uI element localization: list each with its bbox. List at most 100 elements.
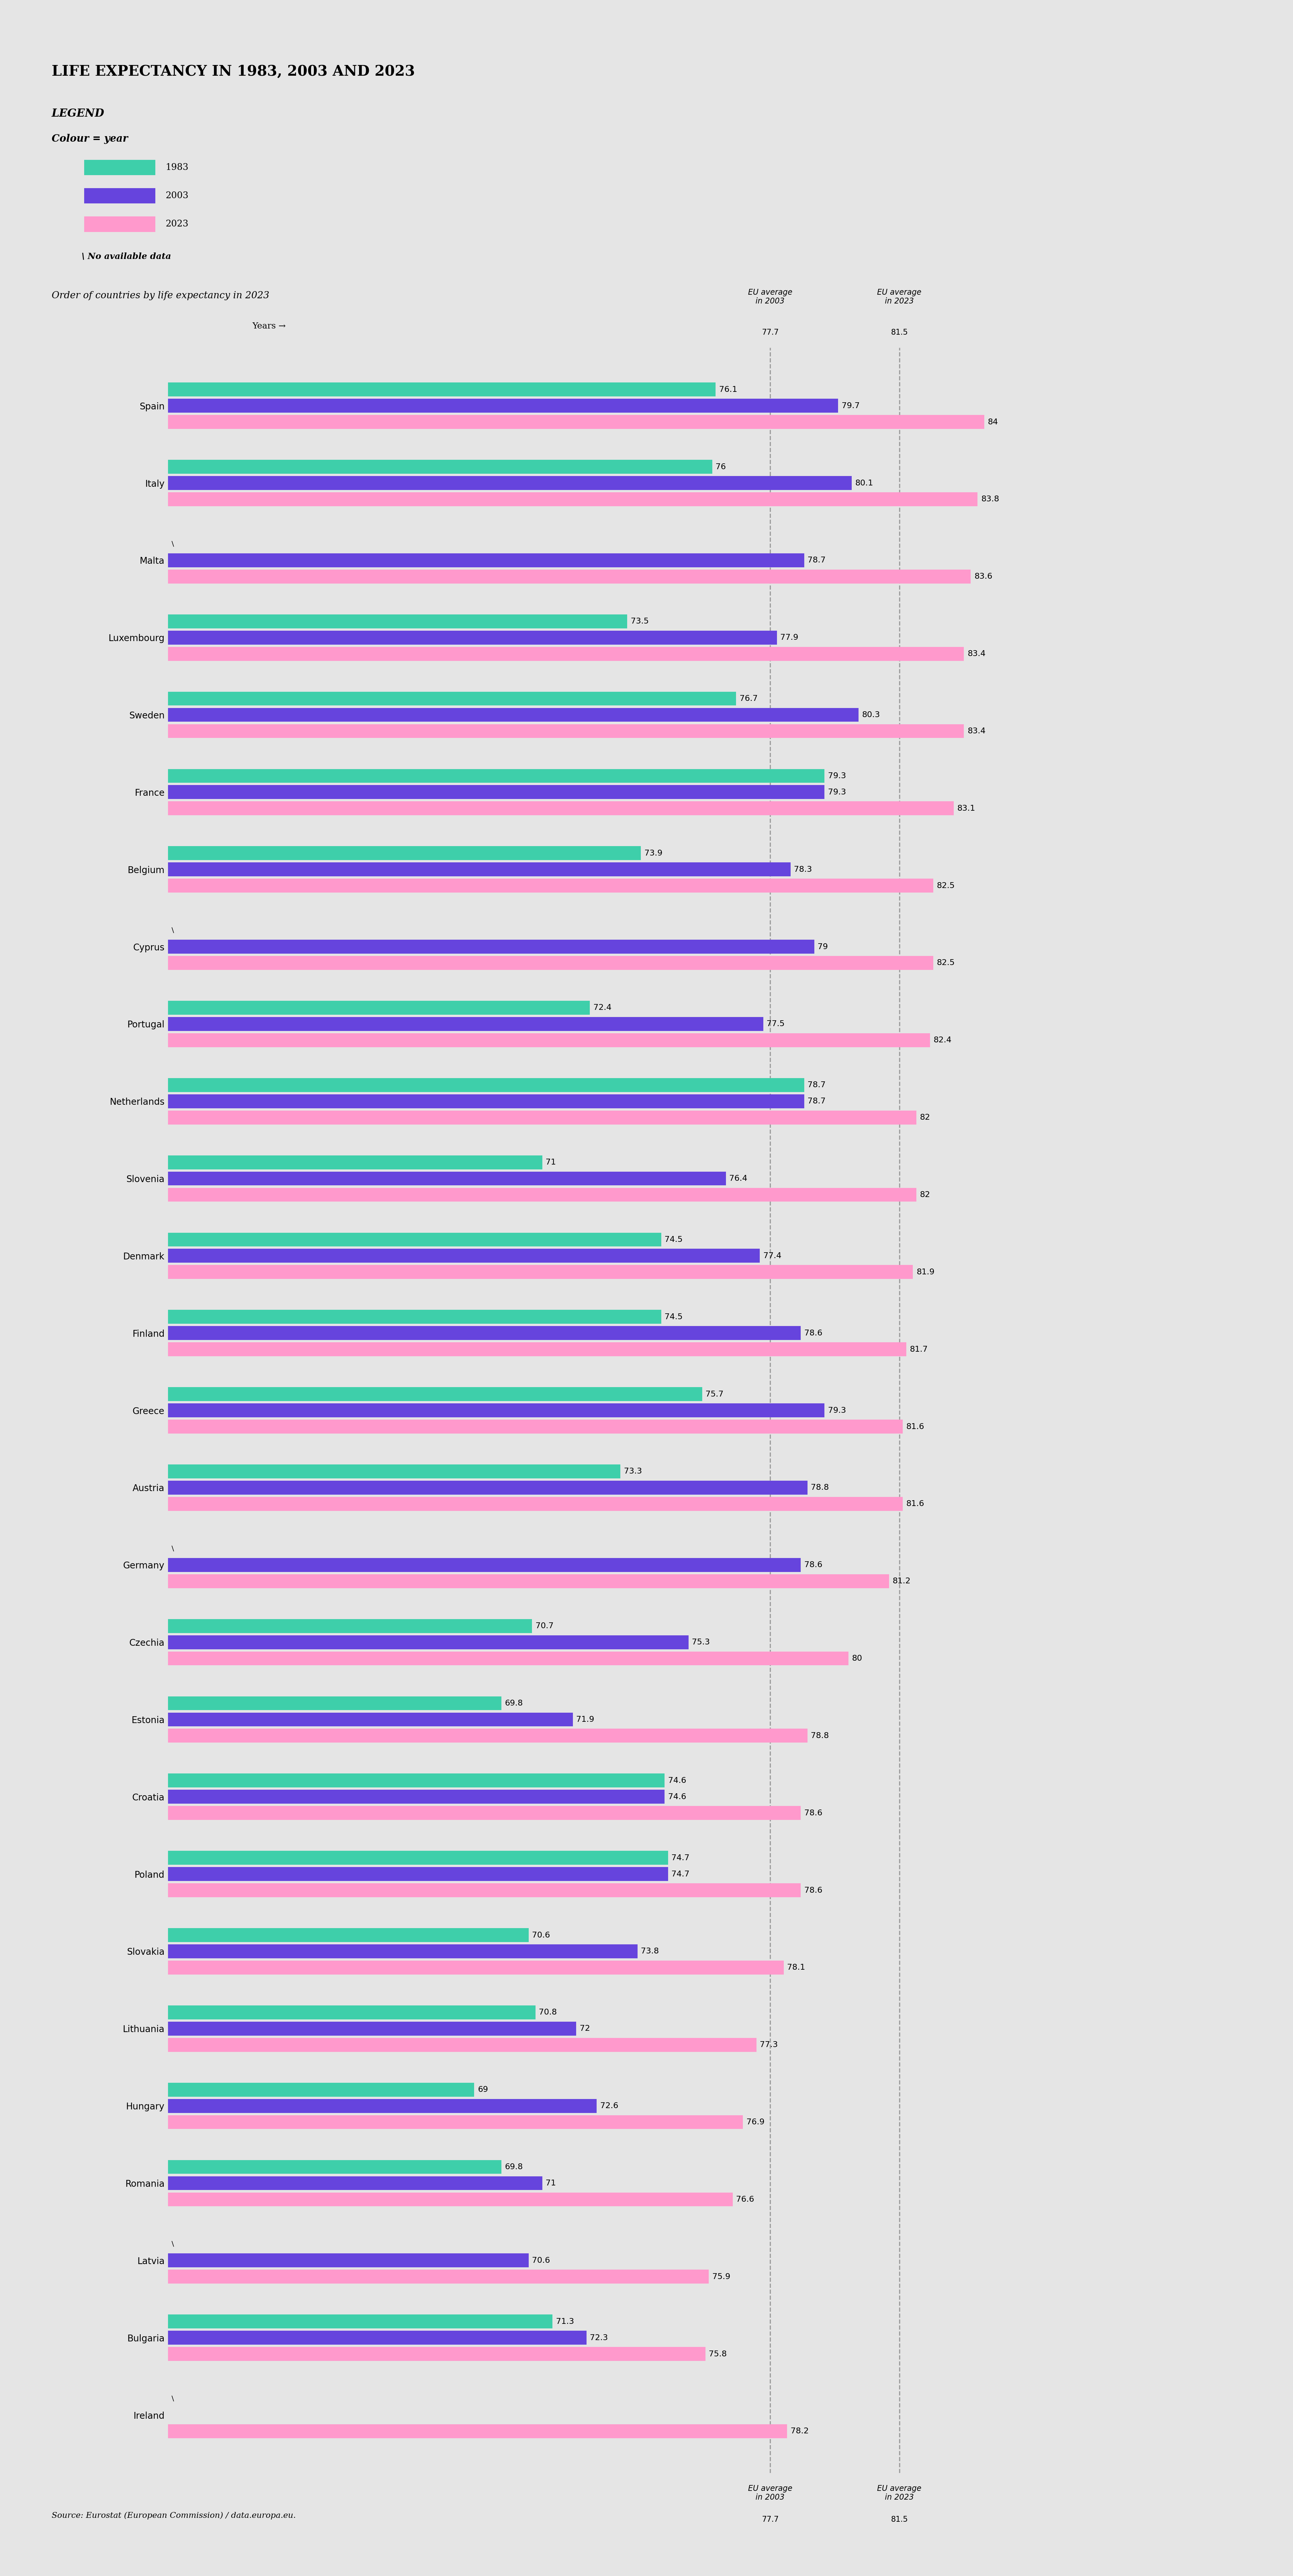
Text: 69.8: 69.8	[504, 1700, 522, 1708]
Text: 75.9: 75.9	[712, 2272, 731, 2280]
Bar	[168, 1558, 800, 1571]
Bar	[168, 1651, 848, 1664]
Text: 83.6: 83.6	[974, 572, 992, 580]
Text: 70.6: 70.6	[531, 2257, 550, 2264]
Bar	[168, 2331, 586, 2344]
Text: 75.8: 75.8	[709, 2349, 727, 2357]
Bar	[168, 554, 804, 567]
Text: 78.6: 78.6	[804, 1886, 822, 1893]
Text: Years →: Years →	[252, 322, 286, 330]
Text: 81.6: 81.6	[906, 1499, 924, 1507]
Text: 81.9: 81.9	[917, 1267, 935, 1275]
Text: 82.5: 82.5	[936, 881, 954, 889]
Text: Colour = year: Colour = year	[52, 134, 128, 144]
Bar	[168, 2159, 502, 2174]
Bar	[168, 1095, 804, 1108]
Bar	[168, 999, 590, 1015]
Bar	[168, 2099, 596, 2112]
Text: 70.8: 70.8	[539, 2009, 557, 2017]
Bar	[168, 1342, 906, 1355]
Text: 83.1: 83.1	[957, 804, 975, 811]
Text: 78.7: 78.7	[807, 556, 825, 564]
Bar	[168, 647, 963, 662]
Text: 73.8: 73.8	[641, 1947, 659, 1955]
Bar	[168, 940, 815, 953]
Bar	[168, 1033, 930, 1046]
Text: \: \	[172, 927, 175, 933]
Text: 75.3: 75.3	[692, 1638, 710, 1646]
Text: 72: 72	[579, 2025, 590, 2032]
Bar	[168, 1249, 760, 1262]
Bar	[168, 1327, 800, 1340]
Bar	[168, 1806, 800, 1819]
Bar	[168, 1960, 784, 1973]
Bar	[168, 1463, 621, 1479]
Bar	[168, 2347, 705, 2360]
Text: Order of countries by life expectancy in 2023: Order of countries by life expectancy in…	[52, 291, 269, 301]
Text: 2003: 2003	[166, 191, 189, 201]
Bar	[168, 878, 934, 891]
Text: 74.6: 74.6	[668, 1777, 687, 1785]
Bar	[168, 1636, 688, 1649]
Text: \: \	[172, 2396, 175, 2401]
Text: EU average
in 2023: EU average in 2023	[877, 2483, 922, 2501]
Bar	[168, 2192, 733, 2205]
Bar	[168, 1945, 637, 1958]
Text: 75.7: 75.7	[705, 1391, 723, 1399]
Bar	[168, 492, 978, 505]
Bar	[168, 2038, 756, 2050]
Bar	[168, 1497, 903, 1510]
Bar	[168, 1419, 903, 1432]
Bar	[168, 2115, 742, 2128]
Text: 83.8: 83.8	[980, 495, 999, 502]
Bar	[168, 2269, 709, 2282]
Text: 78.8: 78.8	[811, 1484, 829, 1492]
Text: 79.7: 79.7	[842, 402, 860, 410]
Text: 76.9: 76.9	[746, 2117, 764, 2125]
Text: 78.3: 78.3	[794, 866, 812, 873]
Bar	[168, 801, 953, 814]
Text: 81.6: 81.6	[906, 1422, 924, 1430]
Text: 74.5: 74.5	[665, 1314, 683, 1321]
Text: 81.2: 81.2	[892, 1577, 910, 1584]
Bar	[168, 708, 859, 721]
Bar	[168, 1018, 763, 1030]
Text: 73.3: 73.3	[623, 1468, 641, 1476]
Text: 80: 80	[852, 1654, 862, 1662]
Bar	[168, 1850, 668, 1865]
Bar	[168, 1110, 917, 1123]
Text: 74.6: 74.6	[668, 1793, 687, 1801]
Text: 79.3: 79.3	[828, 1406, 846, 1414]
Bar	[168, 1728, 807, 1741]
Bar	[168, 459, 712, 474]
Text: 77.4: 77.4	[763, 1252, 781, 1260]
Text: \: \	[172, 541, 175, 546]
Text: 78.6: 78.6	[804, 1329, 822, 1337]
Text: LIFE EXPECTANCY IN 1983, 2003 AND 2023: LIFE EXPECTANCY IN 1983, 2003 AND 2023	[52, 64, 415, 77]
Bar	[168, 1172, 725, 1185]
Bar	[168, 1574, 888, 1587]
Text: 78.6: 78.6	[804, 1808, 822, 1816]
Text: 76.7: 76.7	[740, 696, 758, 703]
Text: 83.4: 83.4	[967, 726, 985, 734]
Bar	[168, 1868, 668, 1880]
Bar	[168, 1386, 702, 1401]
Bar	[168, 1077, 804, 1092]
Text: 82.4: 82.4	[934, 1036, 952, 1043]
Text: 72.6: 72.6	[600, 2102, 618, 2110]
Bar	[168, 2081, 475, 2097]
Text: 78.7: 78.7	[807, 1082, 825, 1090]
Bar	[168, 399, 838, 412]
Text: EU average
in 2003: EU average in 2003	[747, 2483, 793, 2501]
Text: 76.1: 76.1	[719, 386, 737, 394]
Text: 72.3: 72.3	[590, 2334, 608, 2342]
Text: 80.1: 80.1	[855, 479, 873, 487]
Text: 78.6: 78.6	[804, 1561, 822, 1569]
Bar	[168, 1927, 529, 1942]
Text: 71: 71	[546, 1159, 556, 1167]
Bar	[168, 2022, 577, 2035]
Bar	[168, 2313, 552, 2329]
Text: 77.7: 77.7	[762, 327, 778, 337]
Text: 80.3: 80.3	[861, 711, 879, 719]
Bar	[168, 2177, 542, 2190]
